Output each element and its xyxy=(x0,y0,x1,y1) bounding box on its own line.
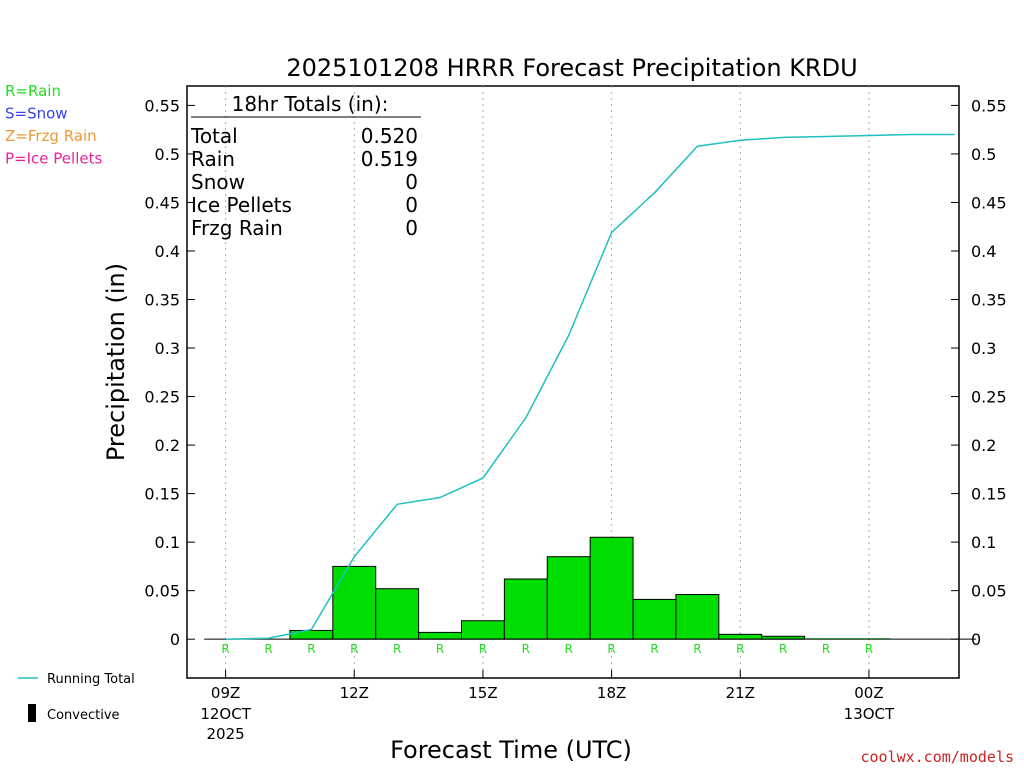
y-tick-label: 0.05 xyxy=(144,582,180,601)
y-tick-label: 0.55 xyxy=(144,96,180,115)
totals-header: 18hr Totals (in): xyxy=(232,92,389,116)
totals-value: 0 xyxy=(405,216,418,240)
x-tick-label: 15Z xyxy=(468,684,497,702)
precip-type-legend-item: S=Snow xyxy=(5,105,68,123)
precip-type-marker: R xyxy=(736,642,744,656)
precip-bar xyxy=(503,578,548,640)
precip-bar xyxy=(460,620,505,640)
totals-label: Rain xyxy=(191,147,235,171)
y-tick-label: 0.35 xyxy=(144,291,180,310)
precip-bar xyxy=(332,565,377,640)
precip-type-marker: R xyxy=(522,642,530,656)
y-tick-label: 0.2 xyxy=(155,436,180,455)
precip-type-legend-item: R=Rain xyxy=(5,82,61,100)
y-tick-label: 0.3 xyxy=(971,339,996,358)
x-tick-label: 00Z xyxy=(854,684,883,702)
y-tick-label: 0.15 xyxy=(971,485,1007,504)
y-tick-label: 0.1 xyxy=(971,533,996,552)
totals-box: 18hr Totals (in): Total 0.520 Rain 0.519 Sno… xyxy=(190,92,421,240)
y-tick-label: 0.3 xyxy=(155,339,180,358)
hourly-precip-bars xyxy=(289,536,891,640)
totals-label: Snow xyxy=(191,170,245,194)
precip-type-marker: R xyxy=(221,642,229,656)
totals-rows: Total 0.520 Rain 0.519 Snow 0 Ice Pellets 0 Frzg… xyxy=(190,124,418,240)
precip-type-marker: R xyxy=(264,642,272,656)
running-total-line xyxy=(225,133,955,640)
precip-type-marker: R xyxy=(436,642,444,656)
x-date-label: 12OCT xyxy=(200,705,251,723)
precip-type-marker: R xyxy=(865,642,873,656)
precip-bar xyxy=(418,631,462,640)
precip-type-marker: R xyxy=(607,642,615,656)
precip-bar xyxy=(546,556,591,640)
y-tick-label: 0.2 xyxy=(971,436,996,455)
totals-value: 0 xyxy=(405,193,418,217)
precip-type-marker: R xyxy=(565,642,573,656)
y-tick-label: 0.4 xyxy=(971,242,996,261)
precip-type-marker: R xyxy=(822,642,830,656)
precip-bar xyxy=(589,536,634,640)
y-tick-label: 0 xyxy=(971,630,981,649)
x-year-label: 2025 xyxy=(207,725,245,743)
precip-type-marker: R xyxy=(393,642,401,656)
precip-bar xyxy=(632,598,677,640)
y-tick-label: 0.45 xyxy=(971,193,1007,212)
y-axis-left: 0.55 0.5 0.45 0.4 0.35 0.3 0.25 0.2 0.15 0.1 0.05 0 xyxy=(144,96,195,649)
y-tick-label: 0.1 xyxy=(155,533,180,552)
x-tick-label: 12Z xyxy=(340,684,369,702)
totals-value: 0.520 xyxy=(361,124,418,148)
x-tick-label: 21Z xyxy=(726,684,755,702)
precip-type-legend-item: P=Ice Pellets xyxy=(5,150,102,168)
precip-type-marker: R xyxy=(650,642,658,656)
precip-bar xyxy=(718,633,763,640)
credit-text: coolwx.com/models xyxy=(860,748,1014,766)
y-tick-label: 0.55 xyxy=(971,96,1007,115)
y-tick-label: 0.25 xyxy=(144,388,180,407)
precip-type-marker: R xyxy=(479,642,487,656)
precip-type-marker: R xyxy=(350,642,358,656)
x-tick-label: 09Z xyxy=(211,684,240,702)
bottom-legend-label: Convective xyxy=(47,708,120,723)
chart-title: 2025101208 HRRR Forecast Precipitation K… xyxy=(286,54,857,82)
x-axis: 09Z 12OCT 2025 12Z 15Z 18Z 21Z 00Z 13OCT xyxy=(200,670,895,743)
y-tick-label: 0.05 xyxy=(971,582,1007,601)
y-axis-right: 0.55 0.5 0.45 0.4 0.35 0.3 0.25 0.2 0.15 0.1 0.05 0 xyxy=(951,96,1007,649)
y-tick-label: 0.4 xyxy=(155,242,180,261)
y-tick-label: 0.25 xyxy=(971,388,1007,407)
y-tick-label: 0.35 xyxy=(971,291,1007,310)
precip-type-marker: R xyxy=(693,642,701,656)
bottom-legend: Running Total Convective xyxy=(18,672,135,723)
x-date-label: 13OCT xyxy=(844,705,895,723)
precip-bar xyxy=(675,594,720,640)
convective-legend-swatch xyxy=(28,704,36,722)
precip-bar xyxy=(375,588,420,640)
precip-type-legend-item: Z=Frzg Rain xyxy=(5,127,97,145)
totals-label: Total xyxy=(190,124,238,148)
totals-label: Frzg Rain xyxy=(191,216,283,240)
precip-type-marker: R xyxy=(307,642,315,656)
totals-value: 0.519 xyxy=(361,147,418,171)
precip-bar xyxy=(289,629,334,640)
y-tick-label: 0.15 xyxy=(144,485,180,504)
totals-label: Ice Pellets xyxy=(191,193,292,217)
x-tick-label: 18Z xyxy=(597,684,626,702)
totals-value: 0 xyxy=(405,170,418,194)
plot-frame xyxy=(186,85,960,679)
y-tick-label: 0.5 xyxy=(971,145,996,164)
y-tick-label: 0.45 xyxy=(144,193,180,212)
y-tick-label: 0.5 xyxy=(155,145,180,164)
x-axis-label: Forecast Time (UTC) xyxy=(390,736,632,764)
y-tick-label: 0 xyxy=(170,630,180,649)
precip-type-marker: R xyxy=(779,642,787,656)
bottom-legend-label: Running Total xyxy=(47,672,135,687)
y-axis-label: Precipitation (in) xyxy=(102,263,130,461)
precip-type-legend: R=Rain S=Snow Z=Frzg Rain P=Ice Pellets xyxy=(5,82,102,168)
